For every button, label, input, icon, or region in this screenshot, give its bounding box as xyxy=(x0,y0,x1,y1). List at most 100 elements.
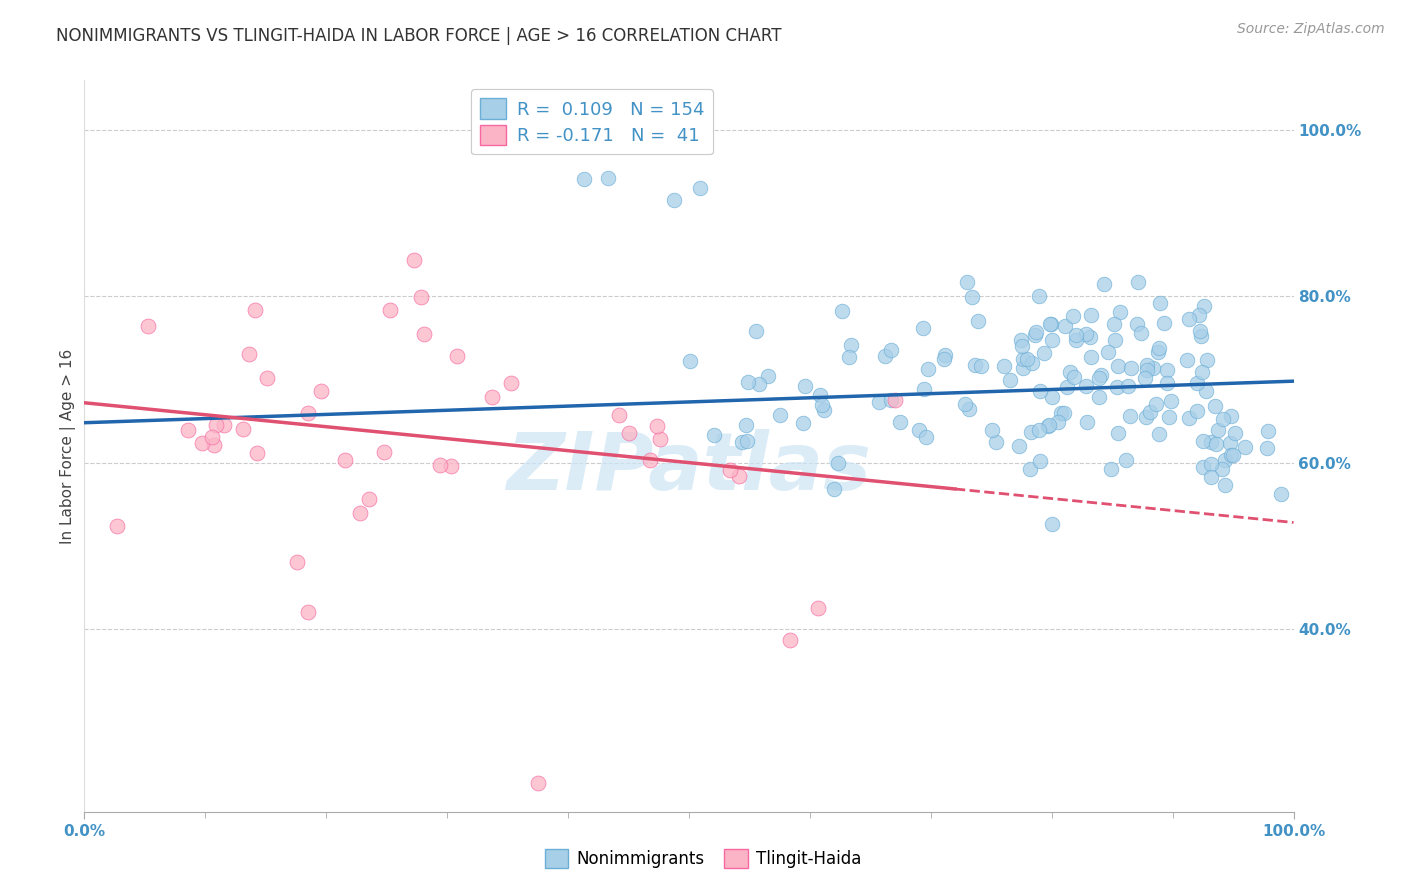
Point xyxy=(481,390,503,404)
Point xyxy=(1078,329,1101,343)
Point xyxy=(638,453,661,467)
Point xyxy=(1125,317,1147,331)
Point xyxy=(1021,356,1043,370)
Point xyxy=(1136,358,1159,372)
Legend: R =  0.109   N = 154, R = -0.171   N =  41: R = 0.109 N = 154, R = -0.171 N = 41 xyxy=(471,89,713,154)
Point xyxy=(1059,365,1081,379)
Point xyxy=(831,304,853,318)
Point xyxy=(1222,448,1244,462)
Point xyxy=(1029,454,1052,468)
Point xyxy=(1223,425,1246,440)
Point xyxy=(1192,434,1215,448)
Point xyxy=(957,402,980,417)
Point xyxy=(960,290,983,304)
Point xyxy=(1015,351,1038,366)
Point xyxy=(1053,406,1076,420)
Point xyxy=(1066,333,1088,347)
Point xyxy=(1028,423,1050,437)
Point xyxy=(1024,328,1046,343)
Point xyxy=(1188,325,1211,339)
Point xyxy=(1188,309,1211,323)
Point xyxy=(1192,299,1215,313)
Point xyxy=(1191,365,1213,379)
Point xyxy=(1195,353,1218,368)
Point xyxy=(689,181,711,195)
Text: NONIMMIGRANTS VS TLINGIT-HAIDA IN LABOR FORCE | AGE > 16 CORRELATION CHART: NONIMMIGRANTS VS TLINGIT-HAIDA IN LABOR … xyxy=(56,27,782,45)
Point xyxy=(214,418,236,433)
Point xyxy=(1107,380,1129,394)
Point xyxy=(875,349,897,363)
Point xyxy=(1074,379,1097,393)
Point xyxy=(297,406,319,420)
Point xyxy=(1029,384,1052,399)
Point xyxy=(446,350,468,364)
Point xyxy=(105,519,128,533)
Point xyxy=(1064,328,1087,343)
Point xyxy=(1156,376,1178,390)
Point xyxy=(792,416,814,430)
Point xyxy=(1160,393,1182,408)
Point xyxy=(1040,334,1063,348)
Point xyxy=(191,435,214,450)
Point xyxy=(1062,309,1084,323)
Legend: Nonimmigrants, Tlingit-Haida: Nonimmigrants, Tlingit-Haida xyxy=(538,842,868,875)
Point xyxy=(1107,359,1129,373)
Point xyxy=(1139,405,1161,419)
Point xyxy=(737,375,759,389)
Point xyxy=(402,252,425,267)
Point xyxy=(1257,424,1279,438)
Point xyxy=(527,775,550,789)
Point xyxy=(1008,440,1031,454)
Point xyxy=(1080,308,1102,322)
Point xyxy=(1121,361,1143,376)
Point xyxy=(1147,427,1170,442)
Point xyxy=(1012,351,1035,366)
Point xyxy=(735,417,758,432)
Point xyxy=(880,343,903,358)
Point xyxy=(934,348,956,362)
Point xyxy=(349,506,371,520)
Point xyxy=(915,430,938,444)
Point xyxy=(1187,403,1209,417)
Point xyxy=(297,605,319,619)
Point xyxy=(1178,312,1201,326)
Point xyxy=(285,555,308,569)
Point xyxy=(965,358,987,372)
Point xyxy=(246,446,269,460)
Point xyxy=(378,302,401,317)
Point xyxy=(607,408,630,422)
Point xyxy=(1102,318,1125,332)
Point xyxy=(679,354,702,368)
Point xyxy=(1109,305,1132,319)
Point xyxy=(1092,277,1115,292)
Point xyxy=(1097,345,1119,359)
Point xyxy=(1054,319,1077,334)
Point xyxy=(1189,329,1212,343)
Point xyxy=(794,379,817,393)
Point xyxy=(648,433,671,447)
Point xyxy=(912,321,935,335)
Text: ZIPatlas: ZIPatlas xyxy=(506,429,872,507)
Point xyxy=(808,388,831,402)
Point xyxy=(880,393,903,408)
Point xyxy=(703,428,725,442)
Point xyxy=(1119,409,1142,424)
Point xyxy=(810,398,832,412)
Point xyxy=(883,392,905,407)
Point xyxy=(1270,487,1292,501)
Point xyxy=(1199,458,1222,472)
Point xyxy=(827,457,849,471)
Text: Source: ZipAtlas.com: Source: ZipAtlas.com xyxy=(1237,22,1385,37)
Point xyxy=(807,601,830,615)
Point xyxy=(1104,334,1126,348)
Point xyxy=(238,347,260,361)
Point xyxy=(1185,376,1208,391)
Point xyxy=(412,327,434,342)
Point xyxy=(202,438,225,452)
Point xyxy=(745,324,768,338)
Point xyxy=(1090,368,1112,383)
Point xyxy=(1074,327,1097,342)
Point xyxy=(932,352,955,367)
Point xyxy=(970,359,993,374)
Point xyxy=(411,290,433,304)
